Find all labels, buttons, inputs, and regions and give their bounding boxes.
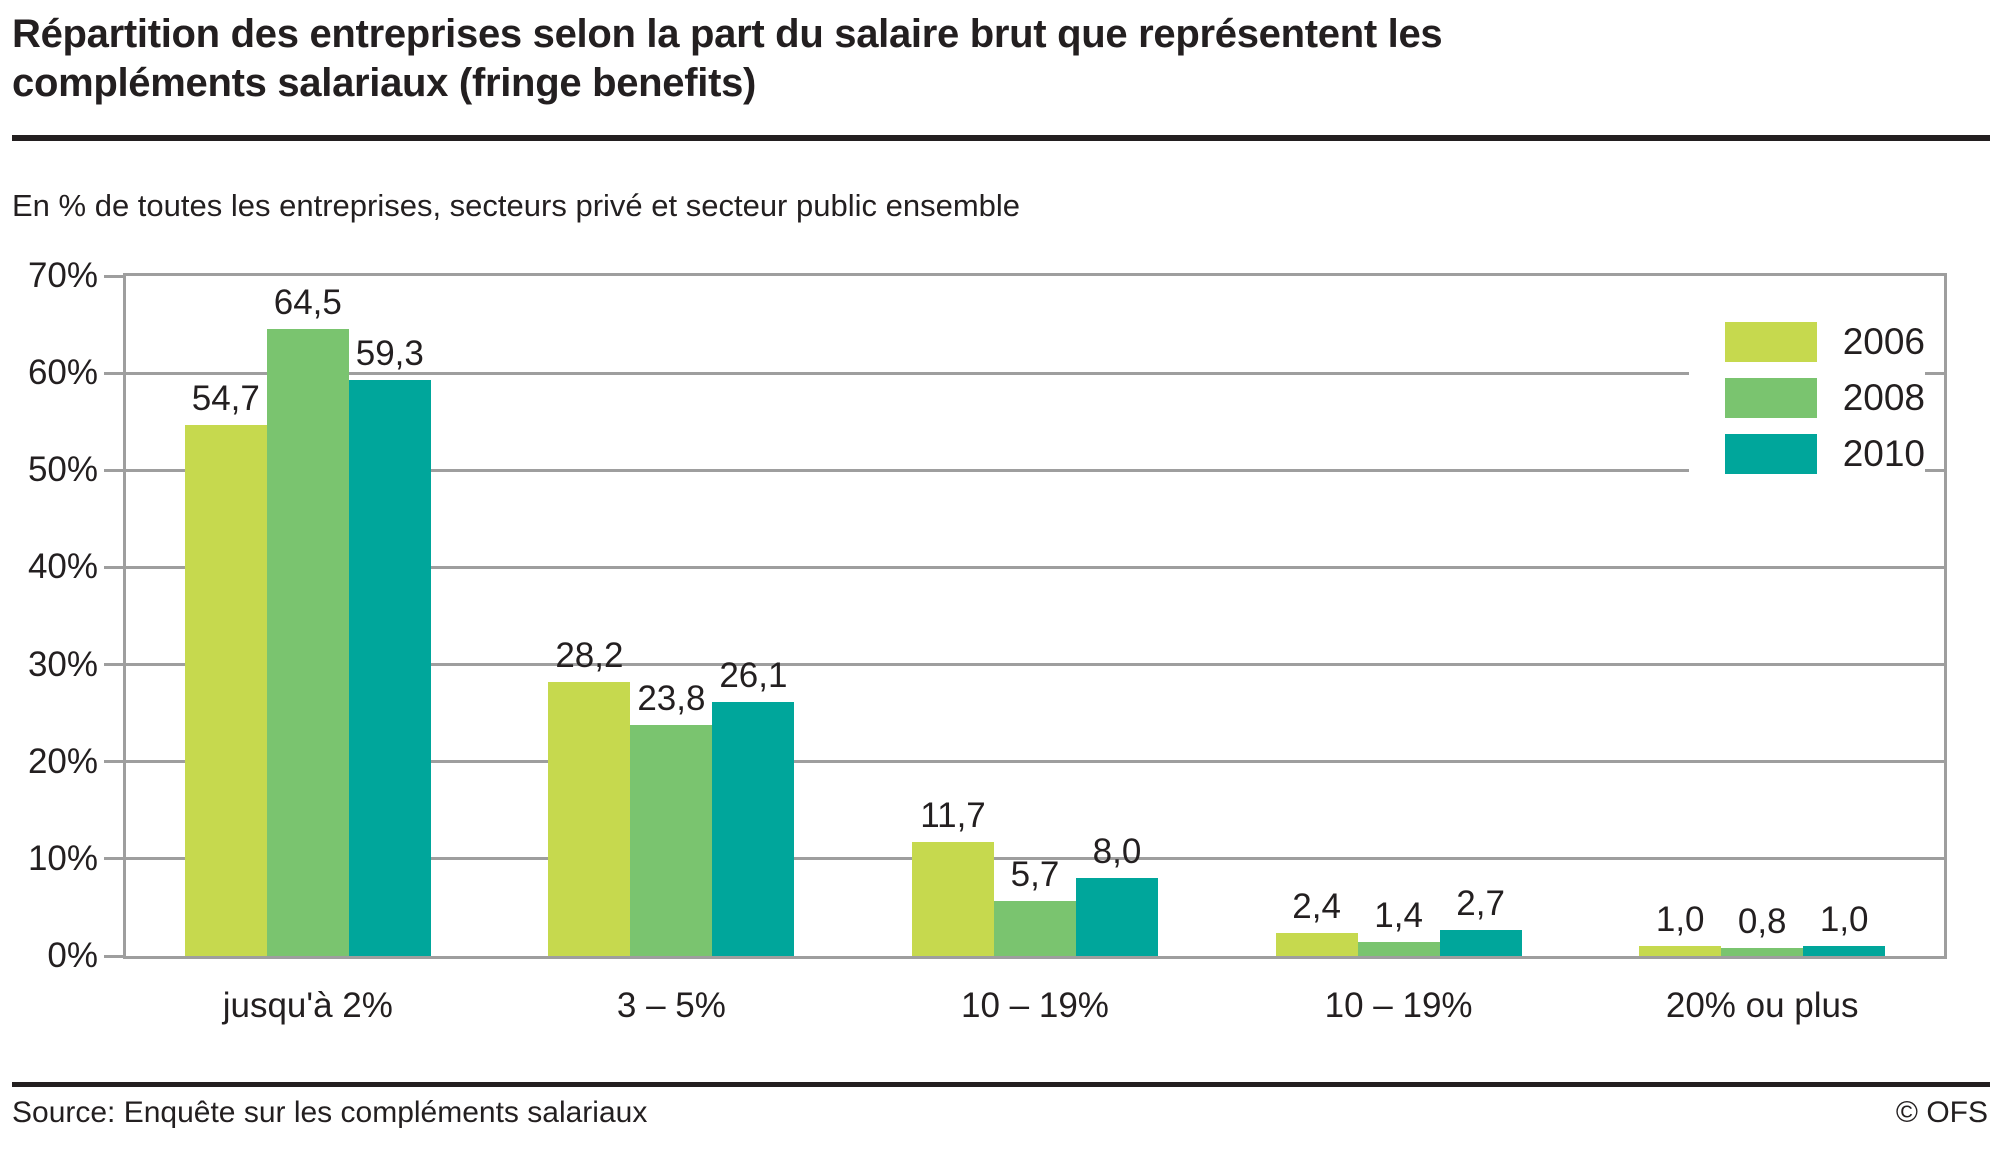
chart-subtitle: En % de toutes les entreprises, secteurs… [12, 188, 1021, 223]
y-axis-label: 0% [47, 936, 98, 975]
y-axis-label: 10% [27, 838, 98, 878]
bar-2006-3 [1275, 932, 1358, 956]
bar-2010-1 [712, 702, 795, 956]
plot-inner: 54,7 64,5 59,3 28,2 23,8 26,1 11,7 5,7 8,0 2,4 1,4… [126, 276, 1944, 956]
bar-value-label: 64,5 [273, 283, 342, 323]
bar-value-label: 1,4 [1374, 896, 1423, 936]
gridline [126, 663, 1944, 667]
y-axis-tick [104, 760, 123, 764]
y-axis-label: 70% [27, 256, 98, 295]
legend-item-2010: 2010 [1724, 433, 1925, 474]
x-axis-label: 3 – 5% [616, 986, 726, 1025]
y-axis-tick [104, 663, 123, 667]
copyright-note: © OFS [1895, 1096, 1988, 1129]
bar-value-label: 28,2 [555, 636, 624, 676]
bar-value-label: 23,8 [637, 678, 706, 718]
bar-value-label: 5,7 [1010, 854, 1060, 894]
x-axis: jusqu'à 2% 3 – 5% 10 – 19% 10 – 19% 20% ou p… [126, 986, 1944, 1032]
bar-value-label: 59,3 [355, 333, 424, 373]
bar-2010-4 [1803, 946, 1886, 956]
bar-2008-4 [1721, 948, 1804, 956]
bar-value-label: 1,0 [1819, 900, 1869, 940]
legend-item-2008: 2008 [1724, 377, 1925, 418]
x-axis-label: 20% ou plus [1665, 986, 1859, 1025]
bar-2008-3 [1357, 942, 1440, 956]
x-axis-label: 10 – 19% [961, 986, 1109, 1025]
bar-2010-0 [348, 379, 431, 956]
bar-value-label: 54,7 [191, 378, 260, 418]
y-axis-tick [104, 468, 123, 472]
bar-value-label: 8,0 [1092, 832, 1142, 872]
y-axis-tick [104, 565, 123, 569]
y-axis: 0% 10% 20% 30% 40% 50% 60% 70% [0, 257, 123, 975]
bar-2008-2 [994, 900, 1076, 956]
y-axis-tick [104, 857, 123, 861]
gridline [126, 468, 1944, 472]
legend-swatch-2008 [1724, 378, 1817, 418]
bar-value-label: 2,4 [1292, 886, 1341, 926]
y-axis-tick [104, 371, 123, 375]
title-rule [12, 135, 1990, 141]
bar-value-label: 1,0 [1655, 900, 1705, 940]
bar-2010-2 [1076, 878, 1158, 956]
bar-value-label: 26,1 [719, 656, 788, 696]
y-axis-label: 50% [27, 450, 98, 490]
x-axis-label: jusqu'à 2% [222, 986, 393, 1025]
plot-area: 54,7 64,5 59,3 28,2 23,8 26,1 11,7 5,7 8,0 2,4 1,4… [123, 273, 1947, 959]
x-axis-label: 10 – 19% [1324, 986, 1473, 1025]
bar-value-label: 11,7 [920, 796, 986, 836]
gridline [126, 565, 1944, 569]
y-axis-label: 60% [27, 353, 98, 393]
chart-title: Répartition des entreprises selon la par… [12, 12, 1443, 106]
footer-rule [12, 1082, 1990, 1087]
gridline [126, 760, 1944, 764]
bar-value-label: 0,8 [1737, 902, 1787, 942]
source-note: Source: Enquête sur les compléments sala… [12, 1096, 648, 1129]
bar-2006-4 [1639, 946, 1722, 956]
gridline [126, 371, 1944, 375]
legend-item-2006: 2006 [1724, 321, 1925, 362]
bar-2006-1 [548, 682, 631, 956]
y-axis-label: 30% [27, 644, 98, 684]
bar-value-label: 2,7 [1456, 883, 1505, 923]
bar-2006-0 [184, 424, 267, 956]
legend-label: 2010 [1842, 433, 1925, 474]
bar-2010-3 [1439, 929, 1522, 956]
legend-label: 2008 [1842, 377, 1925, 418]
bar-2008-1 [630, 724, 713, 956]
legend-label: 2006 [1842, 321, 1925, 362]
legend: 2006 2008 2010 [1688, 320, 1925, 484]
legend-swatch-2006 [1724, 322, 1817, 362]
bar-2006-2 [912, 842, 994, 956]
y-axis-tick [104, 274, 123, 278]
y-axis-label: 40% [27, 547, 98, 587]
bar-2008-0 [266, 329, 349, 956]
gridline [126, 857, 1944, 861]
y-axis-label: 20% [27, 741, 98, 781]
legend-swatch-2010 [1724, 434, 1817, 474]
y-axis-tick [104, 954, 123, 958]
